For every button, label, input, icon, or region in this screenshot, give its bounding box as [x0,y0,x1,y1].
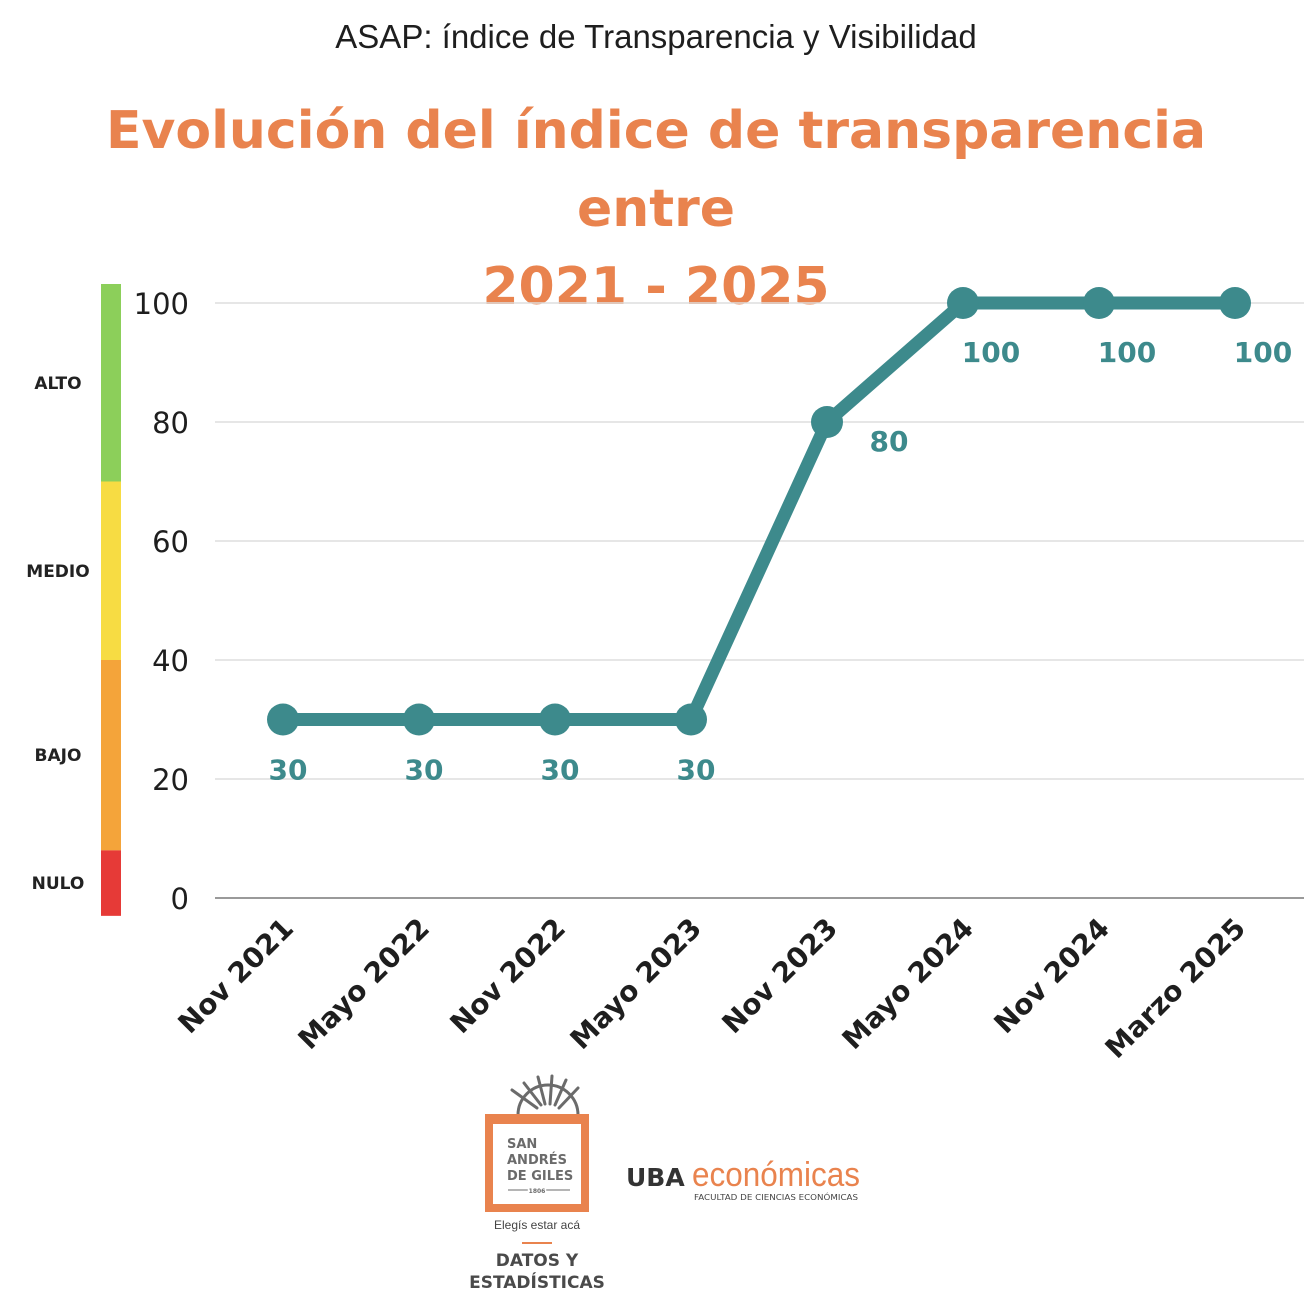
scale-label-bajo: BAJO [35,746,82,766]
y-tick-label: 80 [152,406,189,440]
data-point [539,703,571,736]
scale-segment-bajo [101,660,121,851]
data-point [403,703,435,736]
y-axis-ticks: 0 20 40 60 80 100 [134,287,189,916]
y-tick-label: 100 [134,287,189,321]
title-line-1: Evolución del índice de transparencia en… [105,101,1207,239]
sag-frame [485,1116,589,1212]
scale-label-medio: MEDIO [26,562,89,582]
sag-year: 1806 [529,1188,546,1195]
uba-logo-light: económicas [692,1156,860,1194]
data-label: 100 [1234,336,1292,369]
title-line-2: 2021 - 2025 [482,257,830,317]
chart-title: Evolución del índice de transparencia en… [40,92,1272,326]
sag-name-line-3: DE GILES [507,1169,573,1184]
series-line [276,296,1242,726]
uba-economicas-logo: UBA económicas FACULTAD DE CIENCIAS ECON… [626,1156,860,1202]
scale-label-nulo: NULO [32,874,85,894]
uba-logo-tagline: FACULTAD DE CIENCIAS ECONÓMICAS [694,1191,858,1202]
data-label: 100 [1098,336,1156,369]
gridlines [215,302,1304,899]
dept-line-2: ESTADÍSTICAS [469,1271,605,1293]
data-label: 100 [962,336,1020,369]
series-line-path [276,296,1242,726]
sag-name-line-1: SAN [507,1137,537,1152]
data-label: 30 [677,754,716,787]
level-scale-bar: ALTO MEDIO BAJO NULO [26,284,121,916]
data-label: 80 [870,425,909,458]
data-point [947,287,979,319]
data-labels: 30 30 30 30 80 100 100 100 [269,336,1293,787]
dept-line-1: DATOS Y [496,1251,579,1271]
data-point [1083,287,1115,319]
data-point [267,703,299,736]
chart-subtitle: ASAP: índice de Transparencia y Visibili… [335,18,977,55]
data-point [675,703,707,736]
data-label: 30 [269,754,308,787]
scale-segment-alto [101,284,121,482]
scale-label-alto: ALTO [34,374,81,394]
sag-slogan: Elegís estar acá [494,1218,580,1232]
scale-segment-medio [101,481,121,660]
sun-rays-icon [510,1074,580,1117]
data-label: 30 [541,754,580,787]
scale-segment-nulo [101,850,121,916]
uba-logo-bold: UBA [626,1163,685,1192]
sag-name-line-2: ANDRÉS [507,1152,567,1168]
y-tick-label: 60 [152,525,189,559]
data-label: 30 [405,754,444,787]
y-tick-label: 0 [171,882,189,916]
data-point [811,406,843,438]
y-tick-label: 20 [152,763,189,797]
data-points [267,287,1251,736]
data-point [1219,287,1251,319]
y-tick-label: 40 [152,644,189,678]
san-andres-de-giles-logo: SAN ANDRÉS DE GILES 1806 Elegís estar ac… [469,1074,605,1293]
